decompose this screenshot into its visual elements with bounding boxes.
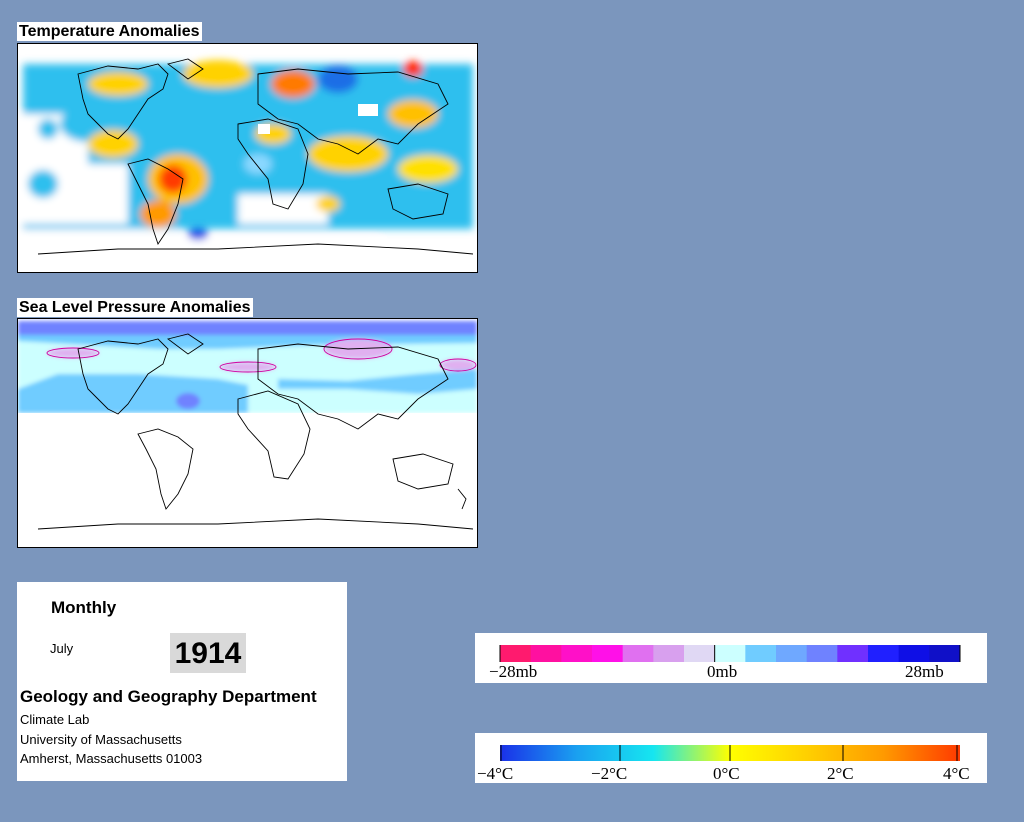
- university-name: University of Massachusetts: [20, 732, 182, 747]
- lab-name: Climate Lab: [20, 712, 90, 727]
- temperature-anomaly-map: [17, 43, 478, 273]
- temperature-legend-label-neg4: −4°C: [477, 764, 513, 783]
- temperature-legend-label-pos2: 2°C: [827, 764, 854, 783]
- pressure-legend-swatches: [499, 645, 961, 662]
- pressure-legend-swatch: [653, 645, 685, 662]
- pressure-legend-label-max: 28mb: [905, 662, 944, 681]
- pressure-anomaly-map: [17, 318, 478, 548]
- temperature-legend-label-neg2: −2°C: [591, 764, 627, 783]
- pressure-legend-swatch: [745, 645, 777, 662]
- pressure-legend-swatch: [684, 645, 716, 662]
- pressure-legend-label-min: −28mb: [489, 662, 537, 681]
- pressure-legend-swatch: [561, 645, 593, 662]
- temperature-panel-title: Temperature Anomalies: [17, 22, 202, 41]
- pressure-legend-swatch: [714, 645, 746, 662]
- address-line: Amherst, Massachusetts 01003: [20, 751, 203, 766]
- pressure-legend: −28mb 0mb 28mb: [475, 633, 987, 683]
- temperature-legend-label-pos4: 4°C: [943, 764, 970, 783]
- frequency-label: Monthly: [51, 598, 117, 617]
- pressure-legend-swatch: [530, 645, 562, 662]
- pressure-legend-swatch: [592, 645, 624, 662]
- temperature-legend: −4°C −2°C 0°C 2°C 4°C: [475, 733, 987, 783]
- pressure-legend-label-zero: 0mb: [707, 662, 737, 681]
- pressure-legend-swatch: [837, 645, 869, 662]
- pressure-legend-swatch: [500, 645, 532, 662]
- pressure-legend-swatch: [929, 645, 961, 662]
- pressure-legend-swatch: [622, 645, 654, 662]
- year-display: 1914: [170, 633, 246, 673]
- pressure-legend-swatch: [898, 645, 930, 662]
- pressure-legend-swatch: [776, 645, 808, 662]
- department-name: Geology and Geography Department: [20, 687, 317, 706]
- month-label: July: [50, 641, 74, 656]
- pressure-legend-swatch: [806, 645, 838, 662]
- pressure-legend-swatch: [868, 645, 900, 662]
- pressure-panel-title: Sea Level Pressure Anomalies: [17, 298, 253, 317]
- temperature-legend-label-zero: 0°C: [713, 764, 740, 783]
- info-box: Monthly July 1914 Geology and Geography …: [17, 582, 347, 781]
